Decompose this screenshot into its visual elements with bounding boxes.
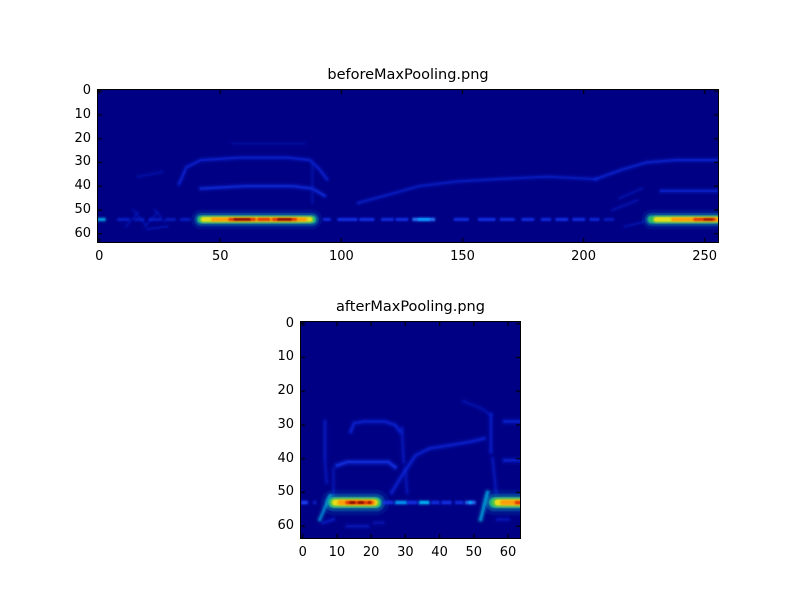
y-tick-label-beforeMaxPooling-50: 50 (74, 201, 91, 217)
x-tick-label-afterMaxPooling-50: 50 (465, 545, 483, 560)
x-tick-label-beforeMaxPooling-50: 50 (212, 249, 229, 264)
y-tick-label-beforeMaxPooling-10: 10 (74, 106, 91, 122)
y-tick-label-afterMaxPooling-50: 50 (277, 484, 294, 500)
y-tick-label-afterMaxPooling-10: 10 (277, 349, 294, 365)
x-tick-label-afterMaxPooling-60: 60 (499, 545, 517, 560)
x-tick-label-afterMaxPooling-0: 0 (298, 545, 307, 560)
y-tick-label-afterMaxPooling-60: 60 (277, 518, 294, 534)
heatmap-plot-after-max-pooling (300, 321, 521, 539)
y-tick-label-afterMaxPooling-40: 40 (277, 450, 294, 466)
y-tick-label-beforeMaxPooling-60: 60 (74, 225, 91, 241)
y-tick-label-beforeMaxPooling-0: 0 (82, 83, 91, 99)
y-tick-label-afterMaxPooling-20: 20 (277, 383, 294, 399)
heatmap-canvas-after-max-pooling (301, 322, 520, 538)
x-tick-label-afterMaxPooling-10: 10 (328, 545, 346, 560)
x-tick-label-beforeMaxPooling-0: 0 (95, 249, 104, 264)
chart-title-after-max-pooling: afterMaxPooling.png (336, 299, 485, 315)
heatmap-canvas-before-max-pooling (98, 90, 718, 242)
heatmap-plot-before-max-pooling (97, 89, 719, 243)
x-tick-label-afterMaxPooling-20: 20 (362, 545, 380, 560)
chart-title-before-max-pooling: beforeMaxPooling.png (327, 67, 489, 83)
x-tick-label-beforeMaxPooling-200: 200 (571, 249, 596, 264)
y-tick-label-beforeMaxPooling-20: 20 (74, 130, 91, 146)
y-tick-label-beforeMaxPooling-40: 40 (74, 178, 91, 194)
x-tick-label-beforeMaxPooling-100: 100 (328, 249, 354, 264)
x-tick-label-afterMaxPooling-30: 30 (397, 545, 414, 560)
x-tick-label-afterMaxPooling-40: 40 (431, 545, 448, 560)
y-tick-label-afterMaxPooling-0: 0 (285, 315, 294, 331)
x-tick-label-beforeMaxPooling-250: 250 (692, 249, 718, 264)
y-tick-label-afterMaxPooling-30: 30 (277, 416, 294, 432)
y-tick-label-beforeMaxPooling-30: 30 (74, 154, 91, 170)
x-tick-label-beforeMaxPooling-150: 150 (450, 249, 475, 264)
